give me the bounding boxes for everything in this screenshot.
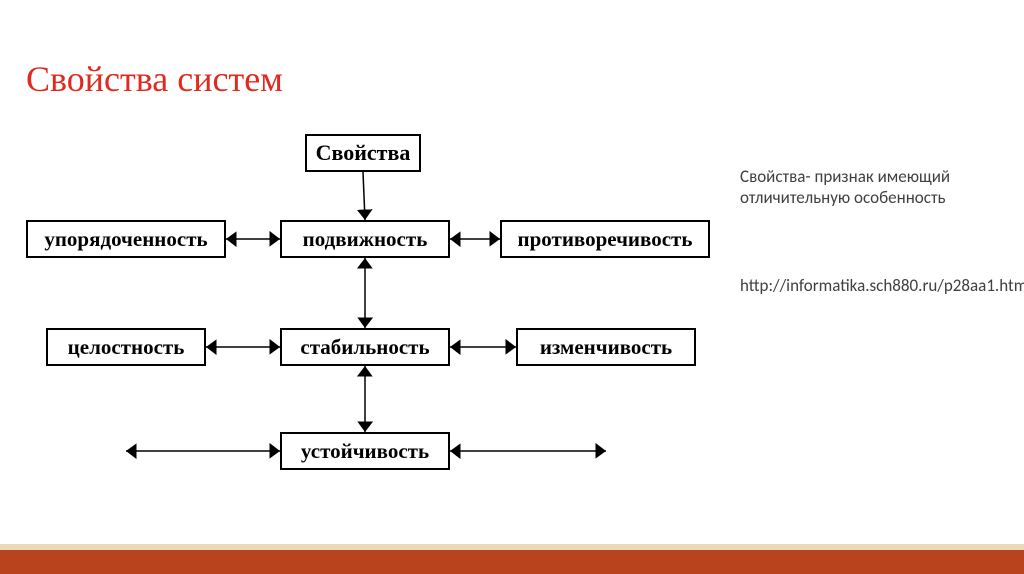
node-mid2: стабильность [280, 328, 450, 366]
properties-diagram: Свойства упорядоченность подвижность против… [22, 126, 720, 494]
edge-0 [363, 172, 365, 220]
page-title: Свойства систем [26, 58, 283, 100]
footer-bar [0, 550, 1024, 574]
definition-text: Свойства- признак имеющий отличительную … [740, 166, 990, 209]
node-root: Свойства [305, 134, 421, 172]
slide: Свойства систем Свойства- признак имеющи… [0, 0, 1024, 574]
node-right2: изменчивость [516, 328, 696, 366]
source-url: http://informatika.sch880.ru/p28aa1.html [740, 275, 990, 296]
node-right1: противоречивость [500, 220, 710, 258]
node-left2: целостность [46, 328, 206, 366]
node-mid1: подвижность [280, 220, 450, 258]
node-mid3: устойчивость [280, 432, 450, 470]
node-left1: упорядоченность [26, 220, 226, 258]
